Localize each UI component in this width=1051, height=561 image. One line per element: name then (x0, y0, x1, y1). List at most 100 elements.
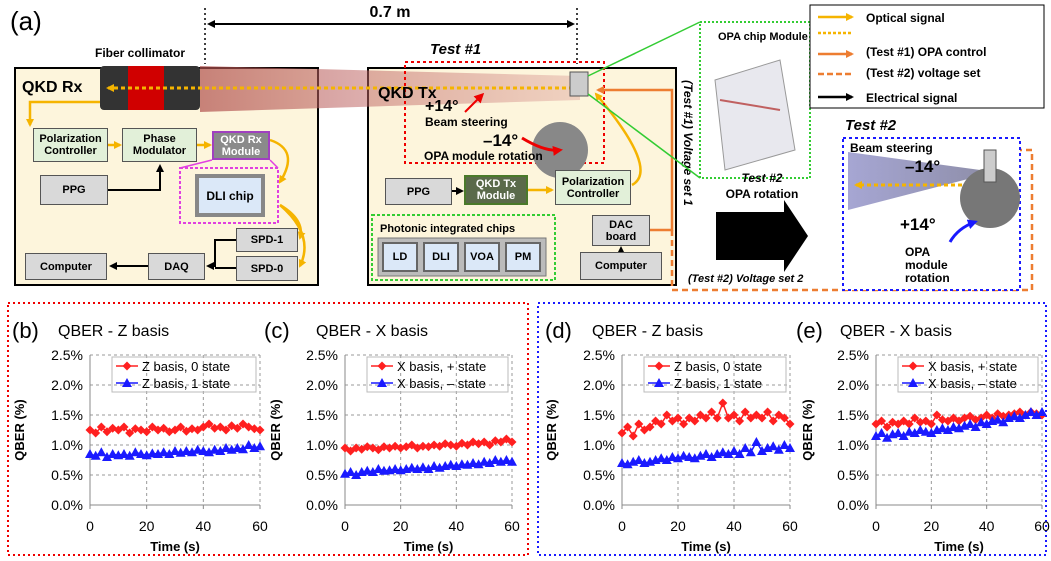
legend-label: Z basis, 1 state (674, 376, 762, 391)
y-tick-label: 0.5% (306, 467, 338, 483)
legend-label: (Test #1) OPA control (866, 45, 986, 59)
y-axis-label: QBER (%) (544, 399, 559, 460)
angle: +14° (900, 215, 936, 234)
panel-label: (d) (545, 318, 572, 343)
label: OPA module rotation (905, 246, 975, 285)
y-tick-label: 0.0% (306, 497, 338, 513)
x-tick-label: 20 (393, 518, 409, 534)
y-tick-label: 1.5% (306, 407, 338, 423)
y-axis-label: QBER (%) (12, 399, 27, 460)
label: Photonic integrated chips (380, 223, 515, 235)
y-tick-label: 1.0% (837, 437, 869, 453)
box: PPG (40, 175, 108, 205)
label: Beam steering (425, 115, 508, 129)
x-tick-label: 0 (86, 518, 94, 534)
box: SPD-0 (236, 256, 298, 281)
box: VOA (464, 242, 500, 272)
y-tick-label: 2.0% (583, 377, 615, 393)
box: Phase Modulator (122, 128, 197, 162)
angle: –14° (483, 131, 518, 150)
legend-label: Z basis, 0 state (142, 359, 230, 374)
box: DAQ (148, 253, 205, 280)
x-tick-label: 0 (618, 518, 626, 534)
box: DLI chip (195, 174, 265, 217)
test-title: Test #1 (430, 41, 481, 58)
box: QKD Tx Module (464, 175, 528, 205)
legend-marker (123, 362, 132, 371)
y-tick-label: 2.5% (306, 347, 338, 363)
panel-title: QKD Rx (22, 79, 83, 96)
legend-marker (378, 362, 387, 371)
box: Polarization Controller (33, 128, 108, 162)
y-tick-label: 1.5% (837, 407, 869, 423)
panel-label: (a) (10, 6, 42, 36)
x-axis-label: Time (s) (681, 539, 731, 554)
y-tick-label: 2.0% (51, 377, 83, 393)
legend-label: X basis, – state (928, 376, 1017, 391)
label: (Test #1) Voltage set 1 (681, 80, 695, 206)
panel-label: (c) (264, 318, 290, 343)
panel-label: (b) (12, 318, 39, 343)
distance: 0.7 m (370, 4, 411, 21)
y-tick-label: 0.5% (583, 467, 615, 483)
x-axis-label: Time (s) (404, 539, 454, 554)
y-axis-label: QBER (%) (800, 399, 815, 460)
test-title: Test #2 (845, 117, 897, 134)
y-tick-label: 1.5% (583, 407, 615, 423)
y-axis-label: QBER (%) (268, 399, 283, 460)
legend-label: Optical signal (866, 11, 945, 25)
x-tick-label: 40 (196, 518, 212, 534)
x-axis-label: Time (s) (150, 539, 200, 554)
legend-label: (Test #2) voltage set (866, 66, 980, 80)
legend-label: Z basis, 0 state (674, 359, 762, 374)
legend-label: Z basis, 1 state (142, 376, 230, 391)
box: Polarization Controller (555, 170, 631, 205)
opa-chip (984, 150, 996, 182)
label: Test #2 (742, 171, 783, 185)
panel-label: (e) (796, 318, 823, 343)
y-tick-label: 0.0% (837, 497, 869, 513)
y-tick-label: 1.0% (583, 437, 615, 453)
label: OPA module rotation (424, 149, 543, 163)
opa-image (715, 60, 795, 170)
y-tick-label: 0.0% (583, 497, 615, 513)
x-tick-label: 0 (872, 518, 880, 534)
box: DLI (423, 242, 459, 272)
x-tick-label: 60 (1034, 518, 1050, 534)
x-tick-label: 40 (979, 518, 995, 534)
y-tick-label: 2.0% (306, 377, 338, 393)
label: OPA chip Module (718, 31, 808, 43)
x-tick-label: 20 (670, 518, 686, 534)
page: {"diagram":{"panel_label":"(a)","distanc… (0, 0, 1051, 561)
label: (Test #2) Voltage set 2 (688, 273, 803, 285)
marker (96, 447, 106, 456)
y-tick-label: 2.5% (583, 347, 615, 363)
legend-label: X basis, + state (928, 359, 1017, 374)
marker (751, 437, 761, 446)
chart-title: QBER - Z basis (58, 323, 169, 340)
opa-chip (570, 72, 588, 96)
y-tick-label: 2.0% (837, 377, 869, 393)
marker (718, 399, 727, 408)
y-tick-label: 2.5% (837, 347, 869, 363)
y-tick-label: 1.0% (306, 437, 338, 453)
box: QKD Rx Module (212, 131, 270, 160)
figure: (a) 0.7 m Fiber collimator QKD Rx QKD Tx… (0, 0, 1051, 561)
label: Fiber collimator (95, 46, 185, 60)
y-tick-label: 2.5% (51, 347, 83, 363)
angle: –14° (905, 157, 940, 176)
x-tick-label: 0 (341, 518, 349, 534)
angle: +14° (425, 98, 459, 115)
legend-marker (909, 362, 918, 371)
x-tick-label: 60 (504, 518, 520, 534)
box: Computer (580, 252, 662, 280)
x-tick-label: 40 (449, 518, 465, 534)
marker (255, 441, 265, 450)
y-tick-label: 0.0% (51, 497, 83, 513)
marker (629, 432, 638, 441)
legend-marker (655, 362, 664, 371)
x-axis-label: Time (s) (934, 539, 984, 554)
big-arrow (716, 200, 808, 272)
x-tick-label: 20 (139, 518, 155, 534)
label: Beam steering (850, 141, 933, 155)
